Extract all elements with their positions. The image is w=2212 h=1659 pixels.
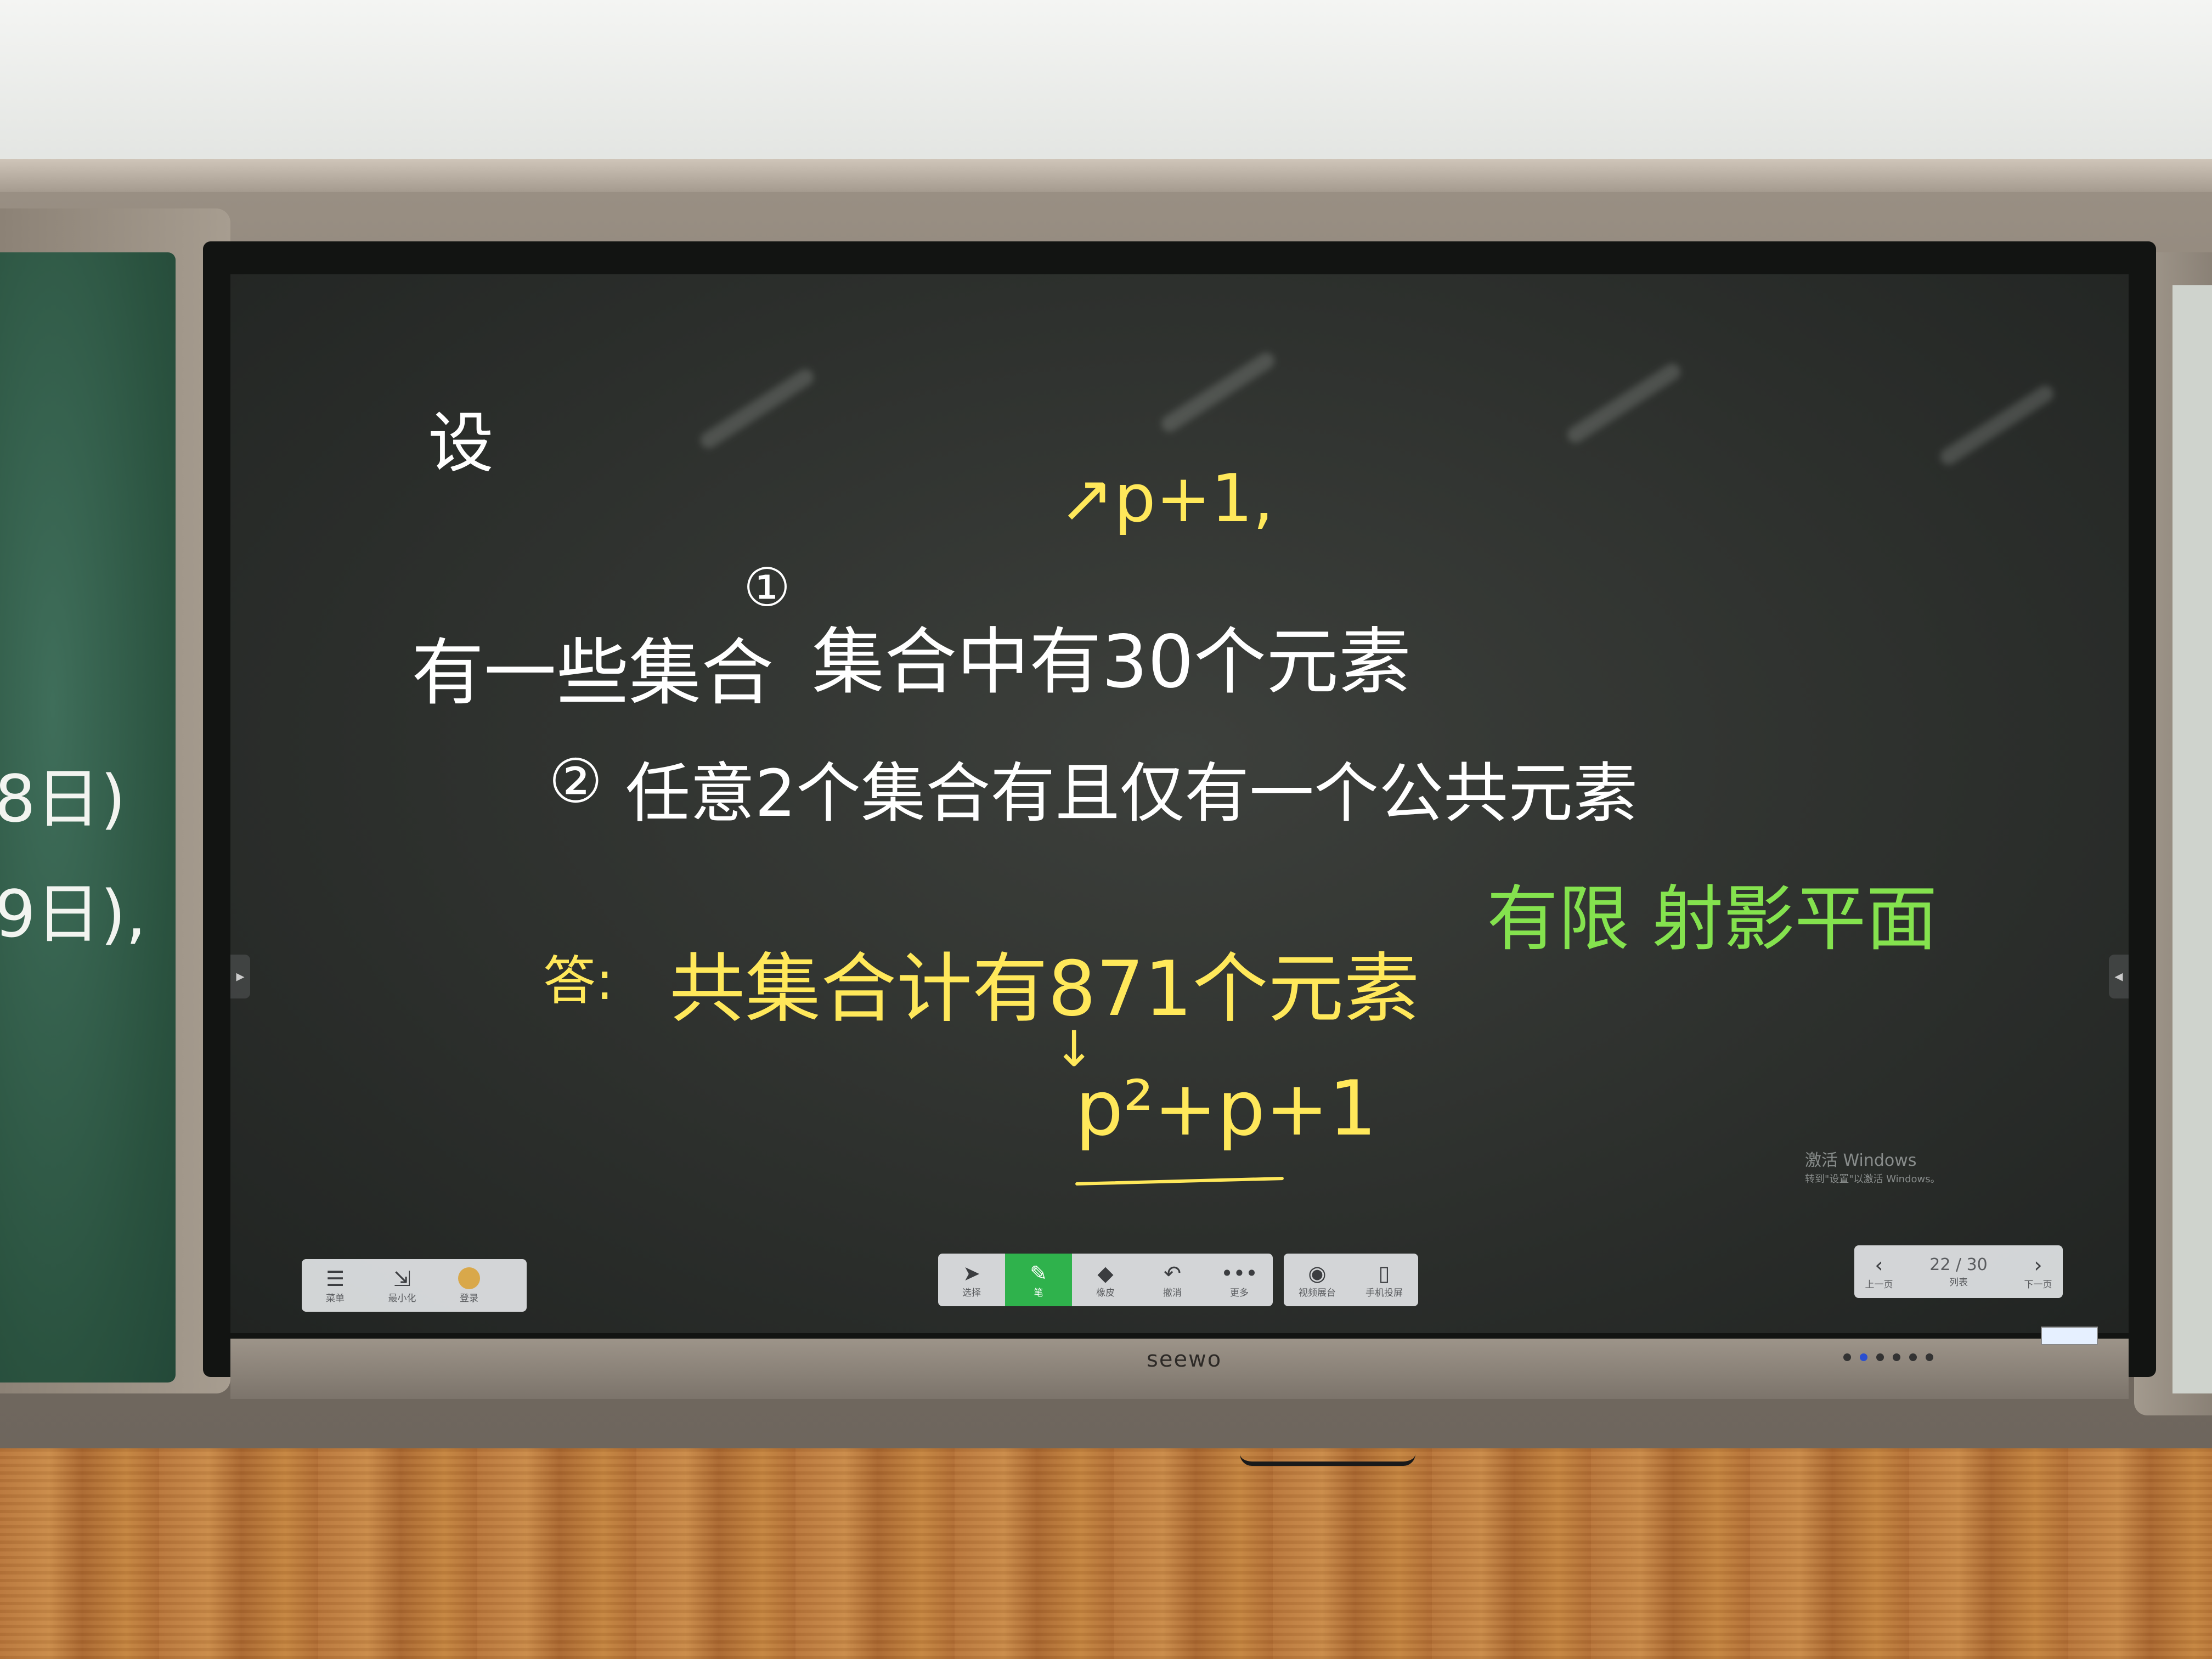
note-answer-label: 答: — [543, 950, 614, 1012]
activation-watermark-title: 激活 Windows — [1805, 1151, 1917, 1170]
side-expand-left-icon[interactable]: ▸ — [230, 955, 250, 998]
indicator-led — [1860, 1353, 1867, 1361]
pen-icon: ✎ — [1030, 1261, 1047, 1285]
page-list-label: 列表 — [1949, 1277, 1968, 1288]
eraser-icon: ◆ — [1097, 1261, 1114, 1285]
phone-cast-button[interactable]: ▯ 手机投屏 — [1351, 1254, 1418, 1306]
phone-cast-label: 手机投屏 — [1365, 1287, 1403, 1299]
toolbar-right: ◉ 视频展台 ▯ 手机投屏 — [1284, 1254, 1418, 1306]
undo-button[interactable]: ↶ 撤消 — [1139, 1254, 1206, 1306]
eraser-label: 橡皮 — [1096, 1287, 1115, 1299]
phone-icon: ▯ — [1378, 1261, 1390, 1285]
page-indicator: 22 / 30 — [1929, 1255, 1988, 1274]
note-heading: 设 — [428, 405, 494, 482]
login-label: 登录 — [460, 1293, 478, 1304]
side-expand-right-icon[interactable]: ◂ — [2109, 955, 2129, 998]
menu-label: 菜单 — [326, 1293, 345, 1304]
wall — [0, 0, 2212, 165]
formula-underline — [1075, 1177, 1284, 1186]
pen-label: 笔 — [1034, 1287, 1043, 1299]
video-booth-label: 视频展台 — [1299, 1287, 1336, 1299]
display-screen[interactable]: 设 ↗p+1, 有一些集合 ① 集合中有30个元素 ② 任意2个集合有且仅有一个… — [230, 274, 2129, 1333]
note-answer-formula: p²+p+1 — [1075, 1064, 1377, 1153]
chevron-right-icon: › — [2034, 1252, 2042, 1277]
light-glare — [1158, 349, 1278, 435]
camera-icon: ◉ — [1308, 1261, 1327, 1285]
avatar-icon — [458, 1267, 480, 1289]
login-button[interactable]: 登录 — [436, 1259, 503, 1312]
undo-icon: ↶ — [1164, 1261, 1181, 1285]
indicator-led — [1909, 1353, 1917, 1361]
note-line2-text: 任意2个集合有且仅有一个公共元素 — [625, 755, 1638, 831]
left-chalkboard: 8日) 9日), — [0, 252, 176, 1383]
chalk-fragment: 8日) — [0, 761, 126, 837]
light-glare — [1937, 382, 2057, 468]
next-page-label: 下一页 — [2024, 1279, 2052, 1290]
chalk-fragment: 9日), — [0, 876, 146, 952]
prev-page-label: 上一页 — [1865, 1279, 1893, 1290]
more-label: 更多 — [1230, 1287, 1249, 1299]
right-board-face — [2172, 285, 2212, 1393]
note-line1-circle: ① — [743, 557, 791, 618]
indicator-led — [1843, 1353, 1851, 1361]
pager: ‹ 上一页 22 / 30 列表 › 下一页 — [1854, 1245, 2063, 1298]
pen-tool-button[interactable]: ✎ 笔 — [1005, 1254, 1072, 1306]
note-line1-rest: 集合中有30个元素 — [812, 620, 1411, 704]
frame-top-rail — [0, 159, 2212, 192]
video-booth-button[interactable]: ◉ 视频展台 — [1284, 1254, 1351, 1306]
toolbar-left: ☰ 菜单 ⇲ 最小化 登录 — [302, 1259, 527, 1312]
menu-icon: ☰ — [325, 1266, 345, 1291]
note-line1-start: 有一些集合 — [411, 631, 774, 715]
note-down-arrow: ↓ — [1053, 1020, 1095, 1078]
chevron-left-icon: ‹ — [1875, 1252, 1883, 1277]
prev-page-button[interactable]: ‹ 上一页 — [1854, 1245, 1904, 1298]
note-answer-text: 共集合计有871个元素 — [669, 945, 1420, 1033]
brand-logo: seewo — [1147, 1347, 1222, 1372]
eraser-tool-button[interactable]: ◆ 橡皮 — [1072, 1254, 1139, 1306]
more-icon: ••• — [1221, 1261, 1258, 1285]
minimize-icon: ⇲ — [393, 1266, 411, 1291]
indicator-led — [1926, 1353, 1933, 1361]
page-list-button[interactable]: 22 / 30 列表 — [1904, 1245, 2013, 1298]
light-glare — [1564, 360, 1684, 446]
menu-button[interactable]: ☰ 菜单 — [302, 1259, 369, 1312]
more-button[interactable]: ••• 更多 — [1206, 1254, 1273, 1306]
minimize-label: 最小化 — [388, 1293, 416, 1304]
minimize-button[interactable]: ⇲ 最小化 — [369, 1259, 436, 1312]
next-page-button[interactable]: › 下一页 — [2013, 1245, 2063, 1298]
wood-wall-panel — [0, 1448, 2212, 1659]
indicator-led — [1893, 1353, 1900, 1361]
note-line2-circle: ② — [549, 746, 603, 816]
usb-label-sticker — [2041, 1327, 2098, 1345]
toolbar-center: ➤ 选择 ✎ 笔 ◆ 橡皮 ↶ 撤消 ••• 更多 — [938, 1254, 1273, 1306]
power-cable — [1240, 1454, 1415, 1466]
select-label: 选择 — [962, 1287, 981, 1299]
note-green: 有限 射影平面 — [1487, 877, 1938, 961]
activation-watermark-subtitle: 转到"设置"以激活 Windows。 — [1805, 1173, 1940, 1185]
indicator-led — [1876, 1353, 1884, 1361]
select-tool-button[interactable]: ➤ 选择 — [938, 1254, 1005, 1306]
cursor-icon: ➤ — [963, 1261, 980, 1285]
light-glare — [697, 366, 817, 452]
undo-label: 撤消 — [1163, 1287, 1182, 1299]
display-bottom-bar — [230, 1339, 2129, 1399]
note-arrow-p-plus-1: ↗p+1, — [1059, 461, 1274, 537]
